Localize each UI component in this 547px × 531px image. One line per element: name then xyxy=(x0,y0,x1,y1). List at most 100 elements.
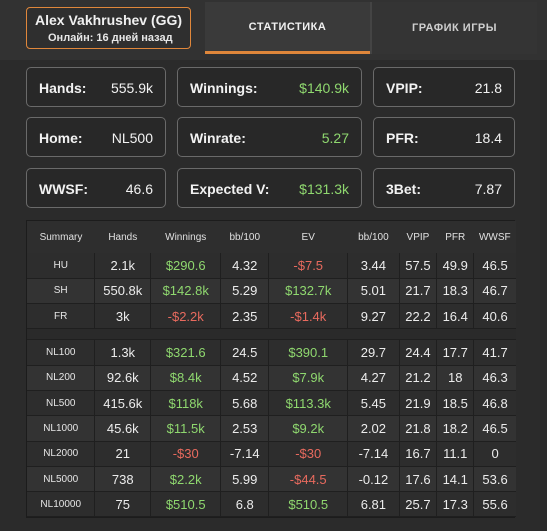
summary-table: Summary Hands Winnings bb/100 EV bb/100 VPIP PF… xyxy=(26,220,516,518)
table-cell: $2.2k xyxy=(150,466,222,493)
table-row: FR 3k -$2.2k 2.35 -$1.4k 9.27 22.2 16.4 40.6 xyxy=(27,303,516,330)
player-name: Alex Vakhrushev (GG) xyxy=(35,12,183,28)
table-row: NL5000 738 $2.2k 5.99 -$44.5 -0.12 17.6 14.1 53.… xyxy=(27,466,516,493)
table-cell: 49.9 xyxy=(436,253,475,279)
table-row: NL100 1.3k $321.6 24.5 $390.1 29.7 24.4 17.7 41.… xyxy=(27,339,516,366)
stat-value: NL500 xyxy=(111,130,153,146)
stat-value: 18.4 xyxy=(474,130,502,146)
row-label: HU xyxy=(27,253,96,279)
table-row: NL200 92.6k $8.4k 4.52 $7.9k 4.27 21.2 18 46.3 xyxy=(27,365,516,391)
tab-game-graph[interactable]: ГРАФИК ИГРЫ xyxy=(372,2,537,54)
table-cell: 2.35 xyxy=(220,303,270,330)
table-cell: $8.4k xyxy=(150,365,222,391)
table-cell: $510.5 xyxy=(150,491,222,518)
table-cell: 22.2 xyxy=(399,303,438,330)
table-cell: 11.1 xyxy=(436,441,475,467)
stat-value: 21.8 xyxy=(474,80,502,96)
table-cell: 14.1 xyxy=(436,466,475,493)
column-header[interactable]: Summary xyxy=(27,221,95,253)
tab-statistics[interactable]: СТАТИСТИКА xyxy=(205,2,370,54)
stat-label: VPIP: xyxy=(386,80,423,96)
table-row: SH 550.8k $142.8k 5.29 $132.7k 5.01 21.7 18.3 46… xyxy=(27,278,516,305)
table-cell: 5.45 xyxy=(347,390,400,417)
table-cell: $118k xyxy=(150,390,222,417)
table-cell: 40.6 xyxy=(473,303,516,330)
column-header[interactable]: PFR xyxy=(436,221,474,253)
table-cell: 21 xyxy=(94,441,152,467)
table-cell: 25.7 xyxy=(399,491,438,518)
table-cell: 1.3k xyxy=(94,339,152,366)
table-cell: 17.7 xyxy=(436,339,475,366)
table-cell: 6.8 xyxy=(220,491,270,518)
table-cell: $9.2k xyxy=(268,415,349,442)
header: Alex Vakhrushev (GG) Онлайн: 16 дней наз… xyxy=(0,0,547,60)
stat-label: Home: xyxy=(39,130,83,146)
table-cell: -$2.2k xyxy=(150,303,222,330)
table-cell: -0.12 xyxy=(347,466,400,493)
table-cell: 4.27 xyxy=(347,365,400,391)
table-cell: $321.6 xyxy=(150,339,222,366)
separator-cell xyxy=(27,328,516,341)
table-cell: 21.2 xyxy=(399,365,438,391)
table-cell: $7.9k xyxy=(268,365,349,391)
table-cell: 17.3 xyxy=(436,491,475,518)
table-cell: $142.8k xyxy=(150,278,222,305)
table-cell: 75 xyxy=(94,491,152,518)
table-cell: -$7.5 xyxy=(268,253,349,279)
table-cell: $132.7k xyxy=(268,278,349,305)
table-cell: 21.8 xyxy=(399,415,438,442)
stat-label: PFR: xyxy=(386,130,419,146)
stat-card-3bet: 3Bet: 7.87 xyxy=(373,168,515,208)
row-label: NL10000 xyxy=(27,491,96,518)
table-cell: 53.6 xyxy=(473,466,516,493)
table-cell: 5.01 xyxy=(347,278,400,305)
table-cell: 46.5 xyxy=(473,253,516,279)
table-cell: $290.6 xyxy=(150,253,222,279)
table-cell: -7.14 xyxy=(220,441,270,467)
table-cell: $113.3k xyxy=(268,390,349,417)
table-cell: 17.6 xyxy=(399,466,438,493)
table-cell: -$44.5 xyxy=(268,466,349,493)
table-body: HU 2.1k $290.6 4.32 -$7.5 3.44 57.5 49.9 46.5 SH 5… xyxy=(27,253,516,518)
column-header[interactable]: bb/100 xyxy=(220,221,269,253)
table-cell: 16.4 xyxy=(436,303,475,330)
table-cell: 45.6k xyxy=(94,415,152,442)
player-status: Онлайн: 16 дней назад xyxy=(48,32,173,44)
table-cell: 57.5 xyxy=(399,253,438,279)
table-cell: 3.44 xyxy=(347,253,400,279)
column-header[interactable]: bb/100 xyxy=(347,221,399,253)
column-header[interactable]: VPIP xyxy=(399,221,437,253)
column-header[interactable]: Hands xyxy=(94,221,151,253)
stat-label: Expected V: xyxy=(190,181,270,197)
table-cell: 550.8k xyxy=(94,278,152,305)
table-cell: $390.1 xyxy=(268,339,349,366)
table-cell: 415.6k xyxy=(94,390,152,417)
row-label: NL100 xyxy=(27,339,96,366)
column-header[interactable]: WWSF xyxy=(473,221,516,253)
row-label: FR xyxy=(27,303,96,330)
stat-card-wwsf: WWSF: 46.6 xyxy=(26,168,166,208)
stat-value: 5.27 xyxy=(321,130,349,146)
table-cell: -$30 xyxy=(150,441,222,467)
column-header[interactable]: Winnings xyxy=(150,221,221,253)
table-cell: 738 xyxy=(94,466,152,493)
row-label: NL500 xyxy=(27,390,96,417)
stat-label: WWSF: xyxy=(39,181,88,197)
stat-card-winnings: Winnings: $140.9k xyxy=(177,67,362,107)
stat-card-vpip: VPIP: 21.8 xyxy=(373,67,515,107)
table-cell: 46.8 xyxy=(473,390,516,417)
table-cell: 41.7 xyxy=(473,339,516,366)
table-header: Summary Hands Winnings bb/100 EV bb/100 VPIP PF… xyxy=(27,221,516,253)
table-cell: 5.99 xyxy=(220,466,270,493)
table-cell: 4.52 xyxy=(220,365,270,391)
row-label: NL2000 xyxy=(27,441,96,467)
table-cell: 18.2 xyxy=(436,415,475,442)
column-header[interactable]: EV xyxy=(268,221,348,253)
row-label: NL200 xyxy=(27,365,96,391)
table-cell: 4.32 xyxy=(220,253,270,279)
table-cell: -$30 xyxy=(268,441,349,467)
table-cell: 46.7 xyxy=(473,278,516,305)
table-cell: 46.3 xyxy=(473,365,516,391)
table-row: NL2000 21 -$30 -7.14 -$30 -7.14 16.7 11.1 0 xyxy=(27,441,516,467)
row-label: NL5000 xyxy=(27,466,96,493)
